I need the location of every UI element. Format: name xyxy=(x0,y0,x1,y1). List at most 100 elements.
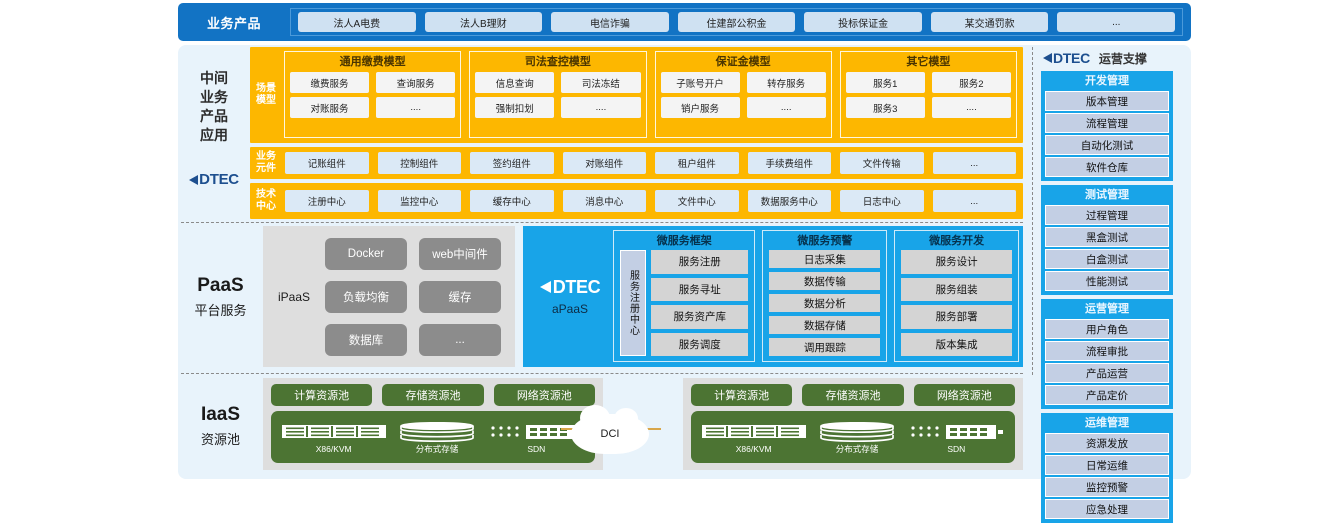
tech-center-chip[interactable]: 注册中心 xyxy=(285,190,369,212)
develop-item[interactable]: 服务设计 xyxy=(901,250,1013,274)
model-card-title: 保证金模型 xyxy=(715,56,771,68)
model-cell[interactable]: 司法冻结 xyxy=(561,72,641,93)
ops-group-testing: 测试管理 过程管理 黑盒测试 白盒测试 性能测试 xyxy=(1041,185,1173,295)
model-cell[interactable]: .... xyxy=(931,97,1011,118)
develop-item[interactable]: 服务组装 xyxy=(901,277,1013,301)
ops-item[interactable]: 用户角色 xyxy=(1045,319,1169,339)
tech-center-chip[interactable]: 缓存中心 xyxy=(470,190,554,212)
model-cell[interactable]: 强制扣划 xyxy=(475,97,555,118)
tech-center-chip[interactable]: 数据服务中心 xyxy=(747,190,831,212)
ipaas-tile[interactable]: Docker xyxy=(325,237,407,270)
resource-pool-chip[interactable]: 存储资源池 xyxy=(382,384,484,406)
model-cell[interactable]: 服务2 xyxy=(931,72,1011,93)
resource-pool-chip[interactable]: 网络资源池 xyxy=(913,384,1015,406)
hardware-label: SDN xyxy=(527,443,546,454)
ipaas-tile[interactable]: 负载均衡 xyxy=(325,280,407,313)
ops-item[interactable]: 性能测试 xyxy=(1045,271,1169,291)
card-body: 日志采集 数据传输 数据分析 数据存储 调用跟踪 xyxy=(769,250,881,356)
tech-center-chip[interactable]: ... xyxy=(932,190,1016,212)
ops-item[interactable]: 产品定价 xyxy=(1045,385,1169,405)
business-chip[interactable]: 某交通罚款 xyxy=(930,12,1049,32)
business-element-chip[interactable]: 文件传输 xyxy=(840,152,924,174)
model-card: 司法查控模型 信息查询 司法冻结 强制扣划 .... xyxy=(469,51,647,138)
ops-group-title: 开发管理 xyxy=(1085,75,1129,87)
framework-item[interactable]: 服务调度 xyxy=(651,332,749,356)
ops-item[interactable]: 过程管理 xyxy=(1045,205,1169,225)
ipaas-tiles: Docker web中间件 负载均衡 缓存 数据库 ... xyxy=(325,230,515,364)
ipaas-tile[interactable]: web中间件 xyxy=(419,237,501,270)
warning-item[interactable]: 日志采集 xyxy=(769,250,881,268)
business-chip[interactable]: 法人B理财 xyxy=(424,12,543,32)
tag-line: 中心 xyxy=(256,201,276,212)
ops-item[interactable]: 黑盒测试 xyxy=(1045,227,1169,247)
dci-line-right xyxy=(637,428,661,430)
business-chip[interactable]: 电信诈骗 xyxy=(551,12,669,32)
service-registry-center-chip[interactable]: 服务注册中心 xyxy=(620,250,646,356)
apaas-service-cards: 微服务框架 服务注册中心 服务注册 服务寻址 服务资产库 服务调度 微服务预警 xyxy=(613,230,1020,362)
ipaas-tile[interactable]: 缓存 xyxy=(419,280,501,313)
develop-items: 服务设计 服务组装 服务部署 版本集成 xyxy=(901,250,1013,356)
framework-item[interactable]: 服务注册 xyxy=(651,250,749,274)
ops-item[interactable]: 流程管理 xyxy=(1045,113,1169,133)
dtec-wordmark: DTEC xyxy=(552,276,601,297)
resource-pool-chip[interactable]: 网络资源池 xyxy=(493,384,595,406)
model-cell[interactable]: .... xyxy=(376,97,456,118)
ops-item[interactable]: 版本管理 xyxy=(1045,91,1169,111)
model-cell[interactable]: 子账号开户 xyxy=(660,72,740,93)
microservice-warning-card: 微服务预警 日志采集 数据传输 数据分析 数据存储 调用跟踪 xyxy=(762,230,888,362)
resource-pool-chip[interactable]: 计算资源池 xyxy=(271,384,373,406)
model-cell[interactable]: .... xyxy=(746,97,826,118)
develop-item[interactable]: 版本集成 xyxy=(901,332,1013,356)
tech-center-tag: 技术 中心 xyxy=(250,183,282,219)
ops-item[interactable]: 软件仓库 xyxy=(1045,157,1169,177)
business-chip[interactable]: 法人A电费 xyxy=(298,12,416,32)
framework-item[interactable]: 服务寻址 xyxy=(651,277,749,301)
business-element-chip[interactable]: 手续费组件 xyxy=(747,152,831,174)
warning-item[interactable]: 数据传输 xyxy=(769,272,881,290)
hardware-storage-item: 分布式存储 xyxy=(815,421,899,454)
ops-item[interactable]: 白盒测试 xyxy=(1045,249,1169,269)
tech-center-chip[interactable]: 日志中心 xyxy=(840,190,924,212)
model-card-cells: 服务1 服务2 服务3 .... xyxy=(845,72,1011,118)
ops-item[interactable]: 产品运营 xyxy=(1045,363,1169,383)
develop-item[interactable]: 服务部署 xyxy=(901,305,1013,329)
model-cell[interactable]: 销户服务 xyxy=(660,97,740,118)
ops-item[interactable]: 自动化测试 xyxy=(1045,135,1169,155)
ops-item[interactable]: 监控预警 xyxy=(1045,477,1169,497)
scene-model-cards: 通用缴费模型 缴费服务 查询服务 对账服务 .... 司法查控模型 信息查询 司… xyxy=(282,47,1023,143)
business-chip[interactable]: ... xyxy=(1057,12,1176,32)
ops-item[interactable]: 应急处理 xyxy=(1045,499,1169,519)
business-chip[interactable]: 投标保证金 xyxy=(804,12,922,32)
resource-pool-chip[interactable]: 计算资源池 xyxy=(691,384,793,406)
ops-item[interactable]: 日常运维 xyxy=(1045,455,1169,475)
model-cell[interactable]: .... xyxy=(561,97,641,118)
business-element-tag: 业务 元件 xyxy=(250,147,282,179)
model-cell[interactable]: 服务3 xyxy=(845,97,925,118)
model-cell[interactable]: 缴费服务 xyxy=(290,72,370,93)
business-element-chip[interactable]: 控制组件 xyxy=(377,152,461,174)
resource-pool-chip[interactable]: 存储资源池 xyxy=(802,384,904,406)
business-chip[interactable]: 住建部公积金 xyxy=(677,12,796,32)
model-cell[interactable]: 信息查询 xyxy=(475,72,555,93)
ops-item[interactable]: 流程审批 xyxy=(1045,341,1169,361)
business-element-chip[interactable]: 对账组件 xyxy=(562,152,646,174)
tech-center-chip[interactable]: 监控中心 xyxy=(377,190,461,212)
model-cell[interactable]: 对账服务 xyxy=(290,97,370,118)
dci-connector: DCI xyxy=(561,405,661,454)
model-cell[interactable]: 查询服务 xyxy=(376,72,456,93)
warning-item[interactable]: 数据存储 xyxy=(769,316,881,334)
ipaas-tile[interactable]: ... xyxy=(419,323,501,356)
business-element-chip[interactable]: ... xyxy=(932,152,1016,174)
business-element-chip[interactable]: 签约组件 xyxy=(470,152,554,174)
framework-item[interactable]: 服务资产库 xyxy=(651,305,749,329)
warning-item[interactable]: 调用跟踪 xyxy=(769,338,881,356)
business-element-chip[interactable]: 租户组件 xyxy=(655,152,739,174)
business-element-chip[interactable]: 记账组件 xyxy=(285,152,369,174)
tech-center-chip[interactable]: 消息中心 xyxy=(562,190,646,212)
warning-item[interactable]: 数据分析 xyxy=(769,294,881,312)
ipaas-tile[interactable]: 数据库 xyxy=(325,323,407,356)
model-cell[interactable]: 服务1 xyxy=(845,72,925,93)
ops-item[interactable]: 资源发放 xyxy=(1045,433,1169,453)
tech-center-chip[interactable]: 文件中心 xyxy=(655,190,739,212)
model-cell[interactable]: 转存服务 xyxy=(746,72,826,93)
